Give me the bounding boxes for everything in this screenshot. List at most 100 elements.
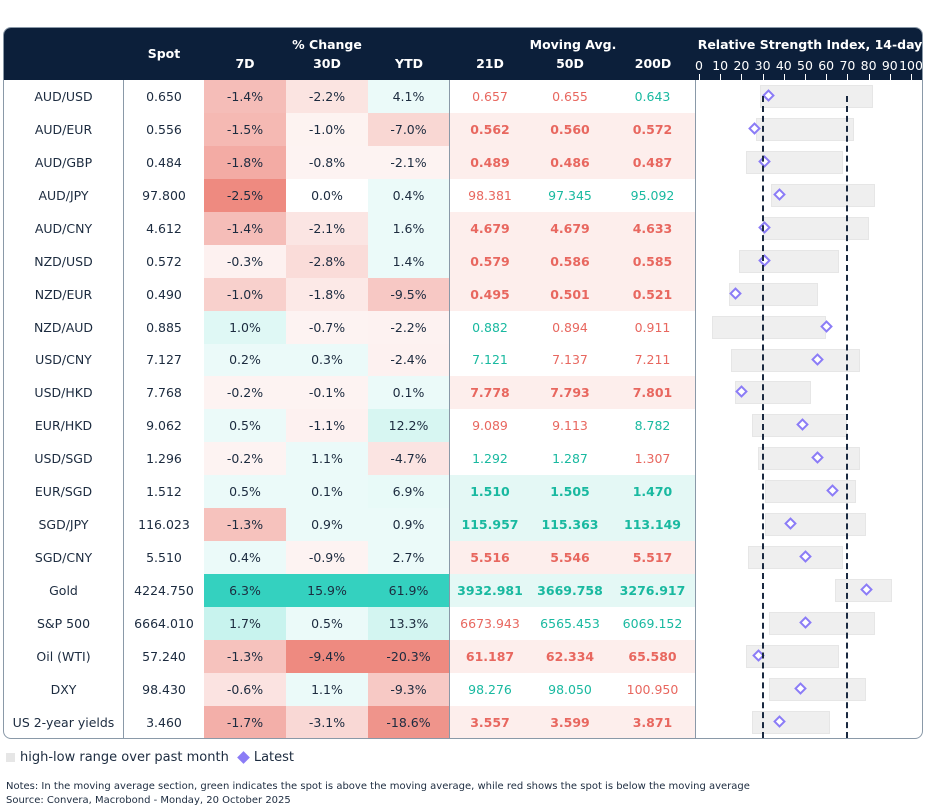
rsi-tick-label: 0 (695, 58, 703, 73)
spot-value: 0.490 (146, 286, 182, 302)
ma-50d: 3.599 (530, 705, 610, 738)
pct-change-ytd: 4.1% (368, 80, 450, 113)
rsi-range-bar (728, 282, 818, 306)
rsi-tick-label: 30 (754, 58, 771, 73)
ma-50d: 62.334 (530, 639, 610, 673)
ma-21d: 98.276 (468, 681, 512, 697)
rsi-cell (696, 344, 922, 377)
rsi-tick-label: 70 (839, 58, 856, 73)
pct-change-d30: -0.1% (286, 376, 368, 410)
rsi-cell (696, 179, 922, 212)
ma-200d: 8.782 (610, 409, 696, 443)
pair-label: Gold (4, 574, 124, 607)
ma-21d: 3932.981 (450, 574, 530, 607)
spot-value: 0.650 (146, 88, 182, 104)
table-row: SGD/JPY 116.023 -1.3% 0.9% 0.9% 115.957 115.36… (4, 508, 922, 542)
pair-label: USD/SGD (4, 442, 124, 476)
ma-21d: 0.562 (450, 112, 530, 146)
pct-change-d30: -0.9% (286, 541, 368, 575)
pct-change-ytd: 1.4% (368, 244, 450, 278)
rsi-tick (741, 74, 743, 80)
table-row: Oil (WTI) 57.240 -1.3% -9.4% -20.3% 61.187 62.… (4, 639, 922, 673)
ma-21d: 0.495 (450, 277, 530, 311)
rsi-tick (847, 74, 849, 80)
rsi-range-bar (747, 546, 844, 570)
ma-21d: 6673.943 (460, 615, 520, 631)
rsi-tick (783, 74, 785, 80)
rsi-tick-label: 40 (775, 58, 792, 73)
pct-change-d30: 1.1% (286, 442, 368, 476)
rsi-tick-label: 50 (797, 58, 813, 73)
pair-label: SGD/CNY (4, 541, 124, 575)
pct-change-ytd: -7.0% (368, 112, 450, 146)
table-row: EUR/HKD 9.062 0.5% -1.1% 12.2% 9.089 9.113 8.78… (4, 409, 922, 443)
spot-value: 1.296 (146, 451, 182, 467)
pct-change-d30: -9.4% (286, 639, 368, 673)
pct-change-ytd: 0.1% (368, 376, 450, 410)
pct-change-d7: 1.7% (204, 607, 286, 640)
header-rsi-title: Relative Strength Index, 14-day (697, 37, 923, 52)
rsi-tick-label: 80 (860, 58, 877, 73)
rsi-cell (696, 212, 922, 245)
pair-label: AUD/GBP (4, 145, 124, 179)
pct-change-d7: -1.0% (204, 277, 286, 311)
pct-change-d7: -1.4% (204, 211, 286, 245)
pct-change-ytd: -2.1% (368, 145, 450, 179)
rsi-cell (696, 80, 922, 113)
pair-label: AUD/CNY (4, 211, 124, 245)
pair-label: NZD/EUR (4, 277, 124, 311)
legend-range: high-low range over past month (20, 750, 229, 765)
pct-change-ytd: 13.3% (368, 607, 450, 640)
pair-label: AUD/JPY (4, 178, 124, 212)
spot-value: 0.484 (146, 154, 182, 170)
ma-50d: 7.793 (530, 376, 610, 410)
ma-50d: 9.113 (552, 418, 588, 434)
rsi-range-bar (768, 677, 867, 701)
spot-value: 4.612 (146, 220, 182, 236)
pct-change-d30: 0.1% (286, 475, 368, 509)
header-pct-change: % Change (292, 37, 362, 52)
pct-change-ytd: 61.9% (368, 574, 450, 607)
ma-50d: 0.486 (530, 145, 610, 179)
spot-value: 0.572 (146, 253, 182, 269)
ma-21d: 9.089 (472, 418, 508, 434)
ma-200d: 0.911 (610, 310, 696, 344)
pct-change-d30: 1.1% (286, 672, 368, 706)
pct-change-d7: -0.6% (204, 672, 286, 706)
pct-change-d30: 15.9% (286, 574, 368, 607)
header-ytd: YTD (395, 56, 423, 71)
pct-change-d7: 0.5% (204, 475, 286, 509)
pct-change-d30: -3.1% (286, 705, 368, 738)
spot-value: 97.800 (142, 187, 186, 203)
rsi-tick-label: 100 (899, 58, 923, 73)
pct-change-d7: -1.3% (204, 639, 286, 673)
pct-change-ytd: 6.9% (368, 475, 450, 509)
pct-change-d7: -1.4% (204, 80, 286, 113)
table-row: SGD/CNY 5.510 0.4% -0.9% 2.7% 5.516 5.546 5.517 (4, 541, 922, 575)
pct-change-d7: -2.5% (204, 178, 286, 212)
ma-50d: 0.894 (552, 319, 588, 335)
pct-change-d30: -1.1% (286, 409, 368, 443)
rsi-range-bar (745, 150, 844, 174)
legend: high-low range over past month Latest (6, 750, 294, 765)
header-7d: 7D (235, 56, 255, 71)
ma-200d: 4.633 (610, 211, 696, 245)
rsi-tick (762, 74, 764, 80)
spot-value: 6664.010 (134, 615, 194, 631)
rsi-range-bar (711, 315, 827, 339)
rsi-cell (696, 574, 922, 607)
ma-50d: 0.586 (530, 244, 610, 278)
pct-change-d7: -1.7% (204, 705, 286, 738)
table-row: S&P 500 6664.010 1.7% 0.5% 13.3% 6673.943 6565… (4, 607, 922, 640)
ma-50d: 6565.453 (540, 615, 600, 631)
pct-change-d30: -0.8% (286, 145, 368, 179)
latest-diamond-icon (236, 751, 250, 764)
ma-200d: 5.517 (610, 541, 696, 575)
pct-change-ytd: -9.3% (368, 672, 450, 706)
header-moving-avg: Moving Avg. (529, 37, 617, 52)
table-row: USD/CNY 7.127 0.2% 0.3% -2.4% 7.121 7.137 7.211 (4, 343, 922, 377)
notes: Notes: In the moving average section, gr… (6, 781, 750, 792)
ma-50d: 4.679 (530, 211, 610, 245)
rsi-cell (696, 409, 922, 442)
rsi-cell (696, 376, 922, 409)
